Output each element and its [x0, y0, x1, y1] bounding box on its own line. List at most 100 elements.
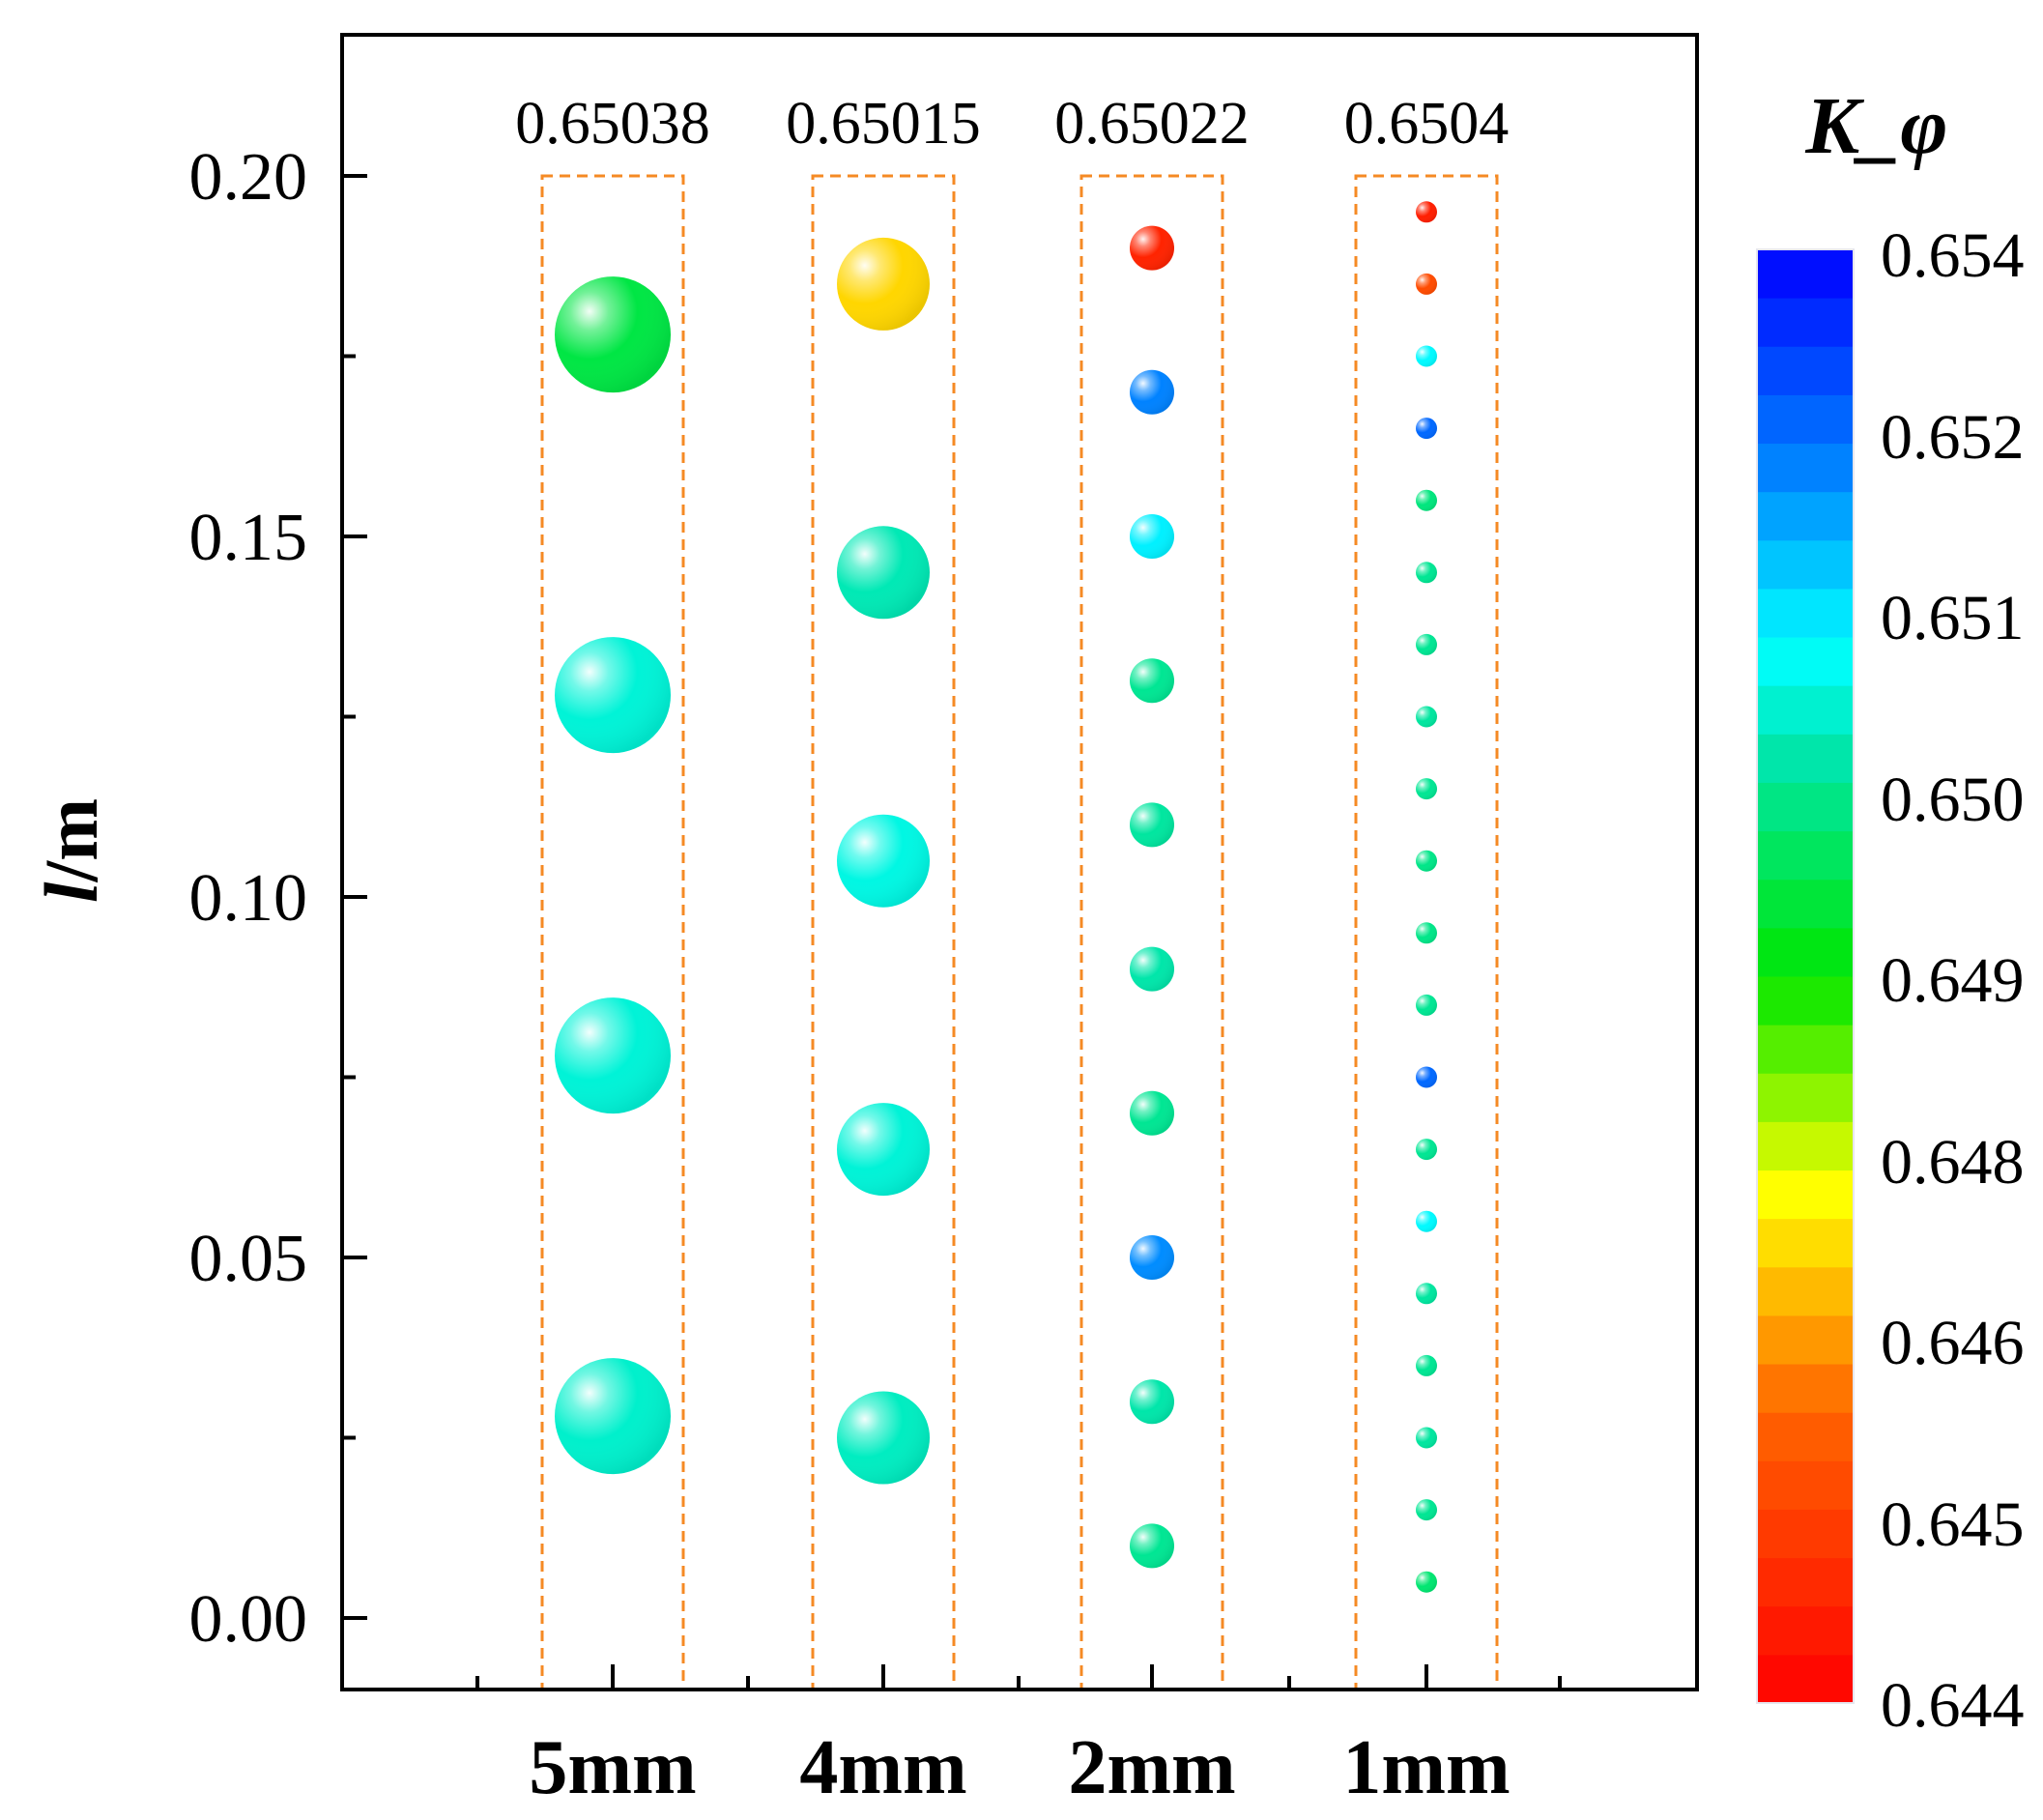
data-point — [837, 237, 930, 331]
colorbar-title: K_φ — [1804, 81, 1947, 171]
data-point-highlight — [837, 814, 930, 908]
data-point-highlight — [1416, 633, 1437, 655]
x-tick-label: 1mm — [1342, 1725, 1510, 1810]
data-point-highlight — [1416, 418, 1437, 440]
group-average-label: 0.65015 — [786, 91, 981, 157]
data-point-highlight — [555, 997, 671, 1114]
colorbar-band — [1757, 539, 1854, 590]
data-point-highlight — [1416, 922, 1437, 944]
colorbar-tick-label: 0.651 — [1881, 583, 2025, 653]
data-point — [1416, 922, 1437, 944]
colorbar-band — [1757, 975, 1854, 1026]
colorbar-band — [1757, 393, 1854, 445]
data-point — [1416, 633, 1437, 655]
colorbar-border — [1756, 248, 1855, 1704]
colorbar-band — [1757, 443, 1854, 493]
colorbar-band — [1757, 1605, 1854, 1656]
data-point — [1130, 1090, 1174, 1136]
colorbar-band — [1757, 1072, 1854, 1122]
data-point — [1130, 369, 1174, 415]
data-point — [1130, 1235, 1174, 1280]
data-point-highlight — [1130, 1379, 1174, 1425]
data-point-highlight — [837, 1103, 930, 1197]
data-point-highlight — [1130, 369, 1174, 415]
data-point-highlight — [1130, 946, 1174, 992]
data-point — [1416, 1499, 1437, 1521]
data-point-highlight — [1416, 1210, 1437, 1232]
data-point-highlight — [1130, 1090, 1174, 1136]
data-point-highlight — [1130, 802, 1174, 848]
data-point-highlight — [837, 237, 930, 331]
data-point — [837, 1103, 930, 1197]
group-average-label: 0.65022 — [1054, 91, 1250, 157]
colorbar-band — [1757, 1218, 1854, 1268]
colorbar-tick-label: 0.645 — [1881, 1489, 2025, 1560]
data-point — [1416, 562, 1437, 584]
data-point-highlight — [1416, 345, 1437, 367]
data-point-highlight — [837, 526, 930, 620]
x-axis: 5mm 4mm 2mm 1mm — [475, 1664, 1562, 1810]
data-point — [1416, 994, 1437, 1016]
data-point — [1130, 1379, 1174, 1425]
y-tick-label: 0.05 — [189, 1222, 308, 1296]
data-point-highlight — [1130, 225, 1174, 271]
colorbar-tick-label: 0.652 — [1881, 402, 2025, 473]
data-point-highlight — [1416, 778, 1437, 800]
colorbar-band — [1757, 927, 1854, 977]
colorbar-tick-label: 0.646 — [1881, 1308, 2025, 1378]
colorbar-band — [1757, 733, 1854, 783]
x-tick-label: 4mm — [799, 1725, 966, 1810]
data-point-highlight — [1416, 1571, 1437, 1593]
data-point-highlight — [1416, 1283, 1437, 1305]
data-point — [1416, 1354, 1437, 1376]
data-point — [1416, 1427, 1437, 1449]
data-point — [1416, 850, 1437, 872]
data-point-highlight — [1416, 1427, 1437, 1449]
colorbar-band — [1757, 491, 1854, 541]
data-point — [1416, 778, 1437, 800]
data-point — [1130, 514, 1174, 559]
data-point — [1416, 1139, 1437, 1161]
data-point — [1416, 706, 1437, 728]
data-point — [1130, 225, 1174, 271]
y-tick-label: 0.15 — [189, 501, 308, 575]
y-axis-label-unit: /m — [29, 798, 113, 883]
colorbar-tick-label: 0.650 — [1881, 765, 2025, 835]
colorbar: 0.644 0.645 0.646 0.648 0.649 0.650 0.651 0.652… — [1756, 220, 2025, 1741]
data-point-highlight — [1416, 1499, 1437, 1521]
data-point — [555, 276, 671, 393]
data-point-highlight — [1416, 273, 1437, 295]
colorbar-tick-label: 0.654 — [1881, 220, 2025, 291]
x-tick-label: 5mm — [529, 1725, 696, 1810]
plot-frame — [340, 33, 1699, 1691]
data-points — [555, 201, 1437, 1593]
data-point — [1416, 1571, 1437, 1593]
y-tick-label: 0.00 — [189, 1582, 308, 1657]
y-axis-label: l/m — [29, 798, 113, 903]
data-point-highlight — [1416, 1066, 1437, 1088]
data-point-highlight — [1416, 562, 1437, 584]
data-point — [837, 1391, 930, 1485]
data-point-highlight — [555, 276, 671, 393]
colorbar-band — [1757, 830, 1854, 881]
data-point — [837, 814, 930, 908]
y-tick-label: 0.20 — [189, 140, 308, 215]
colorbar-band — [1757, 345, 1854, 395]
colorbar-band — [1757, 1120, 1854, 1171]
data-point-highlight — [1130, 1235, 1174, 1280]
data-point — [555, 1358, 671, 1475]
data-point-highlight — [1416, 850, 1437, 872]
colorbar-band — [1757, 1411, 1854, 1461]
colorbar-band — [1757, 1024, 1854, 1074]
colorbar-tick-label: 0.644 — [1881, 1670, 2025, 1741]
colorbar-band — [1757, 781, 1854, 832]
colorbar-band — [1757, 879, 1854, 929]
data-point — [1416, 1210, 1437, 1232]
data-point-highlight — [1416, 1354, 1437, 1376]
data-point-highlight — [555, 637, 671, 754]
data-point — [555, 637, 671, 754]
y-axis-label-var: l — [29, 881, 113, 903]
y-tick-label: 0.10 — [189, 861, 308, 936]
data-point — [837, 526, 930, 620]
